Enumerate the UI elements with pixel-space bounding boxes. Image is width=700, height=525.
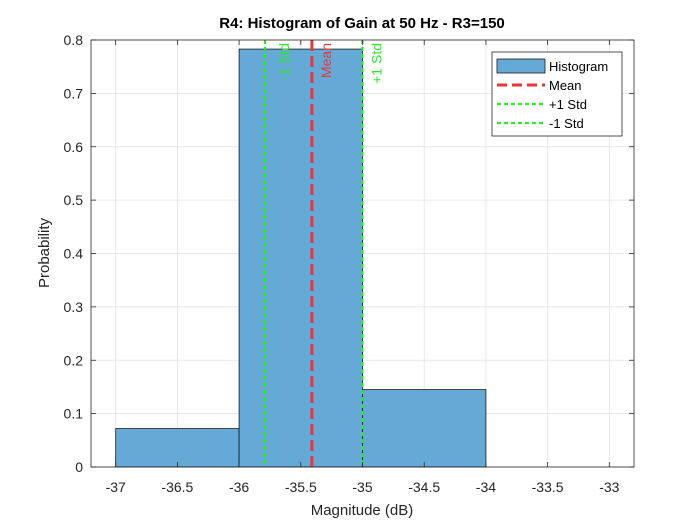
y-tick-label: 0.5 [64, 192, 84, 208]
y-tick-label: 0.1 [64, 406, 84, 422]
histogram-bars [115, 48, 487, 468]
plus-std-line-label: +1 Std [369, 43, 385, 84]
x-tick-label: -36.5 [161, 479, 193, 495]
mean-line-label: Mean [318, 43, 334, 78]
y-tick-label: 0.7 [64, 85, 84, 101]
y-tick-label: 0 [75, 459, 83, 475]
x-tick-label: -34.5 [408, 479, 440, 495]
legend-label: Histogram [549, 59, 608, 74]
legend-label: Mean [549, 78, 582, 93]
y-axis-label: Probability [36, 217, 53, 288]
legend-label: -1 Std [549, 116, 584, 131]
legend-label: +1 Std [549, 97, 587, 112]
x-axis-label: Magnitude (dB) [311, 502, 414, 519]
y-tick-label: 0.2 [64, 352, 84, 368]
x-tick-label: -37 [106, 479, 126, 495]
axis-ticks: -37 -36.5 -36 -35.5 -35 -34.5 -34 -33.5 -33 0 0.1 0… [64, 32, 634, 495]
legend: Histogram Mean +1 Std -1 Std [491, 51, 623, 137]
y-tick-label: 0.3 [64, 299, 84, 315]
chart-title: R4: Histogram of Gain at 50 Hz - R3=150 [219, 15, 505, 32]
legend-swatch-histogram [496, 58, 546, 74]
y-tick-label: 0.6 [64, 139, 84, 155]
x-tick-label: -35.5 [285, 479, 317, 495]
x-tick-label: -33 [599, 479, 619, 495]
x-tick-label: -36 [229, 479, 249, 495]
x-tick-label: -34 [476, 479, 496, 495]
histogram-bar-1 [115, 428, 240, 468]
histogram-bar-2 [238, 48, 363, 468]
histogram-bar-3 [362, 389, 487, 468]
x-tick-label: -35 [352, 479, 372, 495]
minus-std-line-label: -1 Std [276, 43, 292, 80]
x-tick-label: -33.5 [532, 479, 564, 495]
y-tick-label: 0.4 [64, 246, 84, 262]
reference-lines: Mean +1 Std -1 Std [263, 40, 385, 467]
y-tick-label: 0.8 [64, 32, 84, 48]
